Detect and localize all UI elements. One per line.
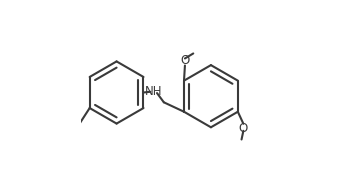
Text: O: O (239, 122, 248, 135)
Text: NH: NH (145, 85, 162, 98)
Text: O: O (180, 54, 190, 67)
